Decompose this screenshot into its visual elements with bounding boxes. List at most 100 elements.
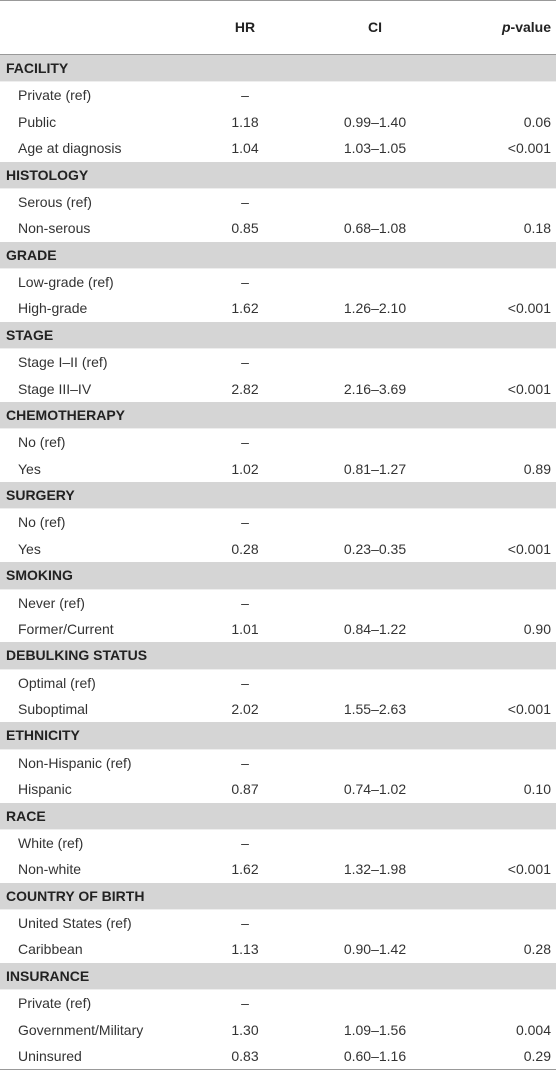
data-row: Stage III–IV 2.82 2.16–3.69 <0.001 xyxy=(0,376,556,402)
ci-cell xyxy=(290,188,460,215)
ci-cell xyxy=(290,509,460,536)
ci-cell: 1.09–1.56 xyxy=(343,1021,407,1038)
section-title: HISTOLOGY xyxy=(0,161,556,189)
ci-cell: 0.81–1.27 xyxy=(343,460,407,477)
p-cell xyxy=(460,829,556,856)
hr-cell: – xyxy=(241,674,249,691)
row-label: Private (ref) xyxy=(18,995,92,1012)
data-row: Non-white 1.62 1.32–1.98 <0.001 xyxy=(0,856,556,882)
hr-cell: – xyxy=(241,434,249,451)
p-cell xyxy=(460,429,556,456)
ci-cell xyxy=(290,829,460,856)
p-cell xyxy=(460,509,556,536)
table-body: FACILITY Private (ref) – Public 1.18 0.99–1.4… xyxy=(0,54,556,1070)
hr-cell: – xyxy=(241,274,249,290)
hr-cell: 1.30 xyxy=(231,1021,259,1038)
row-label: No (ref) xyxy=(18,514,66,531)
ci-cell xyxy=(290,82,460,109)
row-label: Government/Military xyxy=(18,1021,144,1038)
data-row: United States (ref) – xyxy=(0,910,556,937)
p-cell: 0.10 xyxy=(523,781,551,798)
row-label: Uninsured xyxy=(0,1042,200,1070)
data-row: Suboptimal 2.02 1.55–2.63 <0.001 xyxy=(0,696,556,722)
hr-cell: – xyxy=(241,754,249,771)
row-label: Non-Hispanic (ref) xyxy=(18,754,132,771)
p-cell xyxy=(460,589,556,616)
data-row: Stage I–II (ref) – xyxy=(0,349,556,376)
data-row: Never (ref) – xyxy=(0,589,556,616)
hr-cell: 1.04 xyxy=(231,140,259,157)
hr-cell: – xyxy=(241,594,249,611)
data-row: Low-grade (ref) – xyxy=(0,269,556,296)
hr-cell: – xyxy=(241,834,249,851)
p-cell: 0.29 xyxy=(460,1042,556,1070)
row-label: Hispanic xyxy=(18,781,72,798)
data-row: Age at diagnosis 1.04 1.03–1.05 <0.001 xyxy=(0,135,556,161)
row-label: Low-grade (ref) xyxy=(18,274,114,290)
p-cell: 0.18 xyxy=(523,220,551,237)
data-row: Non-serous 0.85 0.68–1.08 0.18 xyxy=(0,215,556,241)
row-label: White (ref) xyxy=(18,834,84,851)
p-cell: <0.001 xyxy=(507,140,551,157)
ci-cell: 1.55–2.63 xyxy=(343,701,407,717)
p-cell xyxy=(460,188,556,215)
section-row: FACILITY xyxy=(0,54,556,83)
row-label: Public xyxy=(18,113,57,130)
p-cell: <0.001 xyxy=(507,861,551,878)
p-cell: 0.28 xyxy=(523,941,551,958)
hr-cell: – xyxy=(241,995,249,1012)
section-title: SMOKING xyxy=(0,562,556,590)
p-cell xyxy=(460,269,556,296)
row-label: Serous (ref) xyxy=(18,193,92,210)
section-title: GRADE xyxy=(0,241,556,269)
ci-cell xyxy=(290,749,460,776)
section-row: GRADE xyxy=(0,241,556,269)
hr-header: HR xyxy=(200,0,290,55)
row-label: Yes xyxy=(18,540,41,557)
table-header: HR CI p-value xyxy=(0,0,556,55)
ci-cell: 1.26–2.10 xyxy=(343,300,407,317)
row-label: Stage III–IV xyxy=(18,380,92,397)
ci-cell xyxy=(290,269,460,296)
data-row: Former/Current 1.01 0.84–1.22 0.90 xyxy=(0,616,556,642)
row-label: Suboptimal xyxy=(18,701,89,717)
data-row: No (ref) – xyxy=(0,509,556,536)
data-row: White (ref) – xyxy=(0,829,556,856)
row-label: High-grade xyxy=(18,300,88,317)
p-cell: <0.001 xyxy=(507,300,551,317)
p-cell: 0.004 xyxy=(515,1021,551,1038)
data-row: Government/Military 1.30 1.09–1.56 0.004 xyxy=(0,1017,556,1043)
data-row: Serous (ref) – xyxy=(0,188,556,215)
section-title: STAGE xyxy=(0,321,556,350)
data-row: Public 1.18 0.99–1.40 0.06 xyxy=(0,109,556,135)
data-row: Hispanic 0.87 0.74–1.02 0.10 xyxy=(0,776,556,802)
hr-cell: 1.62 xyxy=(231,300,259,317)
ci-cell xyxy=(290,910,460,937)
row-label: Private (ref) xyxy=(18,87,92,104)
row-label: Optimal (ref) xyxy=(18,674,96,691)
blank-header xyxy=(0,0,200,55)
data-row: No (ref) – xyxy=(0,429,556,456)
hr-cell: – xyxy=(241,514,249,531)
hr-cell: 1.01 xyxy=(231,620,259,637)
p-cell: 0.90 xyxy=(523,620,551,637)
section-row: SMOKING xyxy=(0,562,556,590)
ci-cell: 1.32–1.98 xyxy=(343,861,407,878)
section-row: DEBULKING STATUS xyxy=(0,642,556,670)
ci-cell: 0.74–1.02 xyxy=(343,781,407,798)
hr-cell: 2.02 xyxy=(231,701,259,717)
hr-cell: – xyxy=(241,193,249,210)
hr-cell: 0.28 xyxy=(231,540,259,557)
row-label: Stage I–II (ref) xyxy=(18,354,108,371)
hr-cell: 0.85 xyxy=(231,220,259,237)
data-row: Caribbean 1.13 0.90–1.42 0.28 xyxy=(0,936,556,962)
ci-cell: 0.23–0.35 xyxy=(343,540,407,557)
hr-cell: – xyxy=(241,87,249,104)
hr-cell: 0.83 xyxy=(200,1042,290,1070)
hr-cell: 1.13 xyxy=(231,941,259,958)
section-row: RACE xyxy=(0,802,556,830)
row-label: Yes xyxy=(18,460,41,477)
data-row: Non-Hispanic (ref) – xyxy=(0,749,556,776)
